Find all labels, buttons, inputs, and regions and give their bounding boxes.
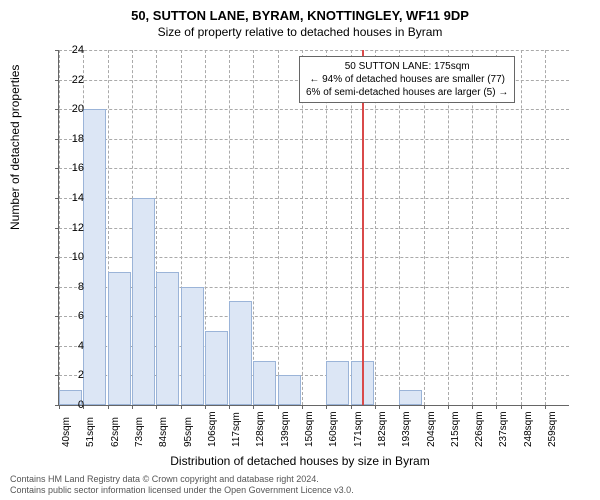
x-tick-mark: [472, 405, 473, 409]
y-tick-label: 10: [60, 251, 84, 263]
x-tick-label: 150sqm: [304, 411, 315, 447]
x-tick-mark: [399, 405, 400, 409]
y-tick-label: 14: [60, 192, 84, 204]
x-tick-mark: [521, 405, 522, 409]
histogram-bar: [83, 109, 106, 405]
x-tick-mark: [424, 405, 425, 409]
y-tick-label: 2: [60, 369, 84, 381]
grid-line-v: [424, 50, 425, 405]
grid-line-v: [448, 50, 449, 405]
x-tick-label: 95sqm: [183, 417, 194, 447]
histogram-bar: [229, 301, 252, 405]
histogram-bar: [205, 331, 228, 405]
histogram-bar: [108, 272, 131, 405]
x-tick-mark: [326, 405, 327, 409]
x-tick-mark: [545, 405, 546, 409]
histogram-bar: [156, 272, 179, 405]
grid-line-v: [472, 50, 473, 405]
histogram-bar: [253, 361, 276, 405]
histogram-bar: [278, 375, 301, 405]
y-tick-label: 22: [60, 74, 84, 86]
x-tick-mark: [448, 405, 449, 409]
x-tick-mark: [375, 405, 376, 409]
chart-title: 50, SUTTON LANE, BYRAM, KNOTTINGLEY, WF1…: [0, 0, 600, 23]
x-tick-mark: [108, 405, 109, 409]
x-tick-mark: [229, 405, 230, 409]
x-tick-label: 117sqm: [231, 412, 242, 447]
histogram-bar: [181, 287, 204, 405]
histogram-bar: [132, 198, 155, 405]
grid-line-v: [521, 50, 522, 405]
y-tick-label: 6: [60, 310, 84, 322]
x-axis-label: Distribution of detached houses by size …: [0, 454, 600, 468]
y-tick-label: 4: [60, 340, 84, 352]
grid-line-v: [278, 50, 279, 405]
x-tick-label: 160sqm: [328, 411, 339, 447]
x-tick-label: 226sqm: [474, 411, 485, 447]
annotation-line2: ← 94% of detached houses are smaller (77…: [306, 73, 508, 86]
grid-line-v: [545, 50, 546, 405]
y-tick-label: 12: [60, 222, 84, 234]
histogram-bar: [326, 361, 349, 405]
x-tick-label: 204sqm: [426, 411, 437, 447]
chart-container: 50, SUTTON LANE, BYRAM, KNOTTINGLEY, WF1…: [0, 0, 600, 500]
x-tick-mark: [351, 405, 352, 409]
y-tick-label: 0: [60, 399, 84, 411]
x-tick-label: 73sqm: [134, 417, 145, 447]
x-tick-label: 62sqm: [110, 417, 121, 447]
annotation-line3: 6% of semi-detached houses are larger (5…: [306, 86, 508, 99]
grid-line-v: [302, 50, 303, 405]
x-tick-label: 171sqm: [353, 411, 364, 447]
marker-line: [362, 50, 364, 405]
annotation-line1: 50 SUTTON LANE: 175sqm: [306, 60, 508, 73]
footer-line2: Contains public sector information licen…: [10, 485, 354, 496]
y-tick-label: 16: [60, 162, 84, 174]
x-tick-label: 139sqm: [280, 411, 291, 447]
x-tick-label: 259sqm: [547, 411, 558, 447]
x-tick-mark: [181, 405, 182, 409]
x-tick-label: 40sqm: [61, 417, 72, 447]
x-tick-label: 248sqm: [523, 411, 534, 447]
histogram-bar: [399, 390, 422, 405]
grid-line-h: [59, 50, 569, 51]
grid-line-v: [326, 50, 327, 405]
x-tick-label: 193sqm: [401, 411, 412, 447]
y-tick-label: 24: [60, 44, 84, 56]
grid-line-h: [59, 109, 569, 110]
annotation-box: 50 SUTTON LANE: 175sqm← 94% of detached …: [299, 56, 515, 103]
x-tick-mark: [278, 405, 279, 409]
grid-line-v: [351, 50, 352, 405]
footer-attribution: Contains HM Land Registry data © Crown c…: [10, 474, 354, 496]
x-tick-mark: [132, 405, 133, 409]
grid-line-h: [59, 139, 569, 140]
grid-line-h: [59, 168, 569, 169]
x-tick-label: 128sqm: [255, 411, 266, 447]
y-tick-label: 20: [60, 103, 84, 115]
x-tick-label: 106sqm: [207, 411, 218, 447]
x-tick-mark: [205, 405, 206, 409]
grid-line-v: [496, 50, 497, 405]
x-tick-label: 51sqm: [85, 417, 96, 447]
x-tick-mark: [253, 405, 254, 409]
plot-area: 50 SUTTON LANE: 175sqm← 94% of detached …: [58, 50, 569, 406]
grid-line-v: [399, 50, 400, 405]
chart-subtitle: Size of property relative to detached ho…: [0, 23, 600, 39]
grid-line-v: [253, 50, 254, 405]
x-tick-label: 84sqm: [158, 417, 169, 447]
y-tick-label: 8: [60, 281, 84, 293]
y-axis-label: Number of detached properties: [8, 65, 22, 230]
x-tick-label: 182sqm: [377, 411, 388, 447]
x-tick-mark: [156, 405, 157, 409]
x-tick-mark: [302, 405, 303, 409]
y-tick-label: 18: [60, 133, 84, 145]
x-tick-label: 237sqm: [498, 411, 509, 447]
grid-line-v: [375, 50, 376, 405]
footer-line1: Contains HM Land Registry data © Crown c…: [10, 474, 354, 485]
x-tick-label: 215sqm: [450, 411, 461, 447]
x-tick-mark: [496, 405, 497, 409]
